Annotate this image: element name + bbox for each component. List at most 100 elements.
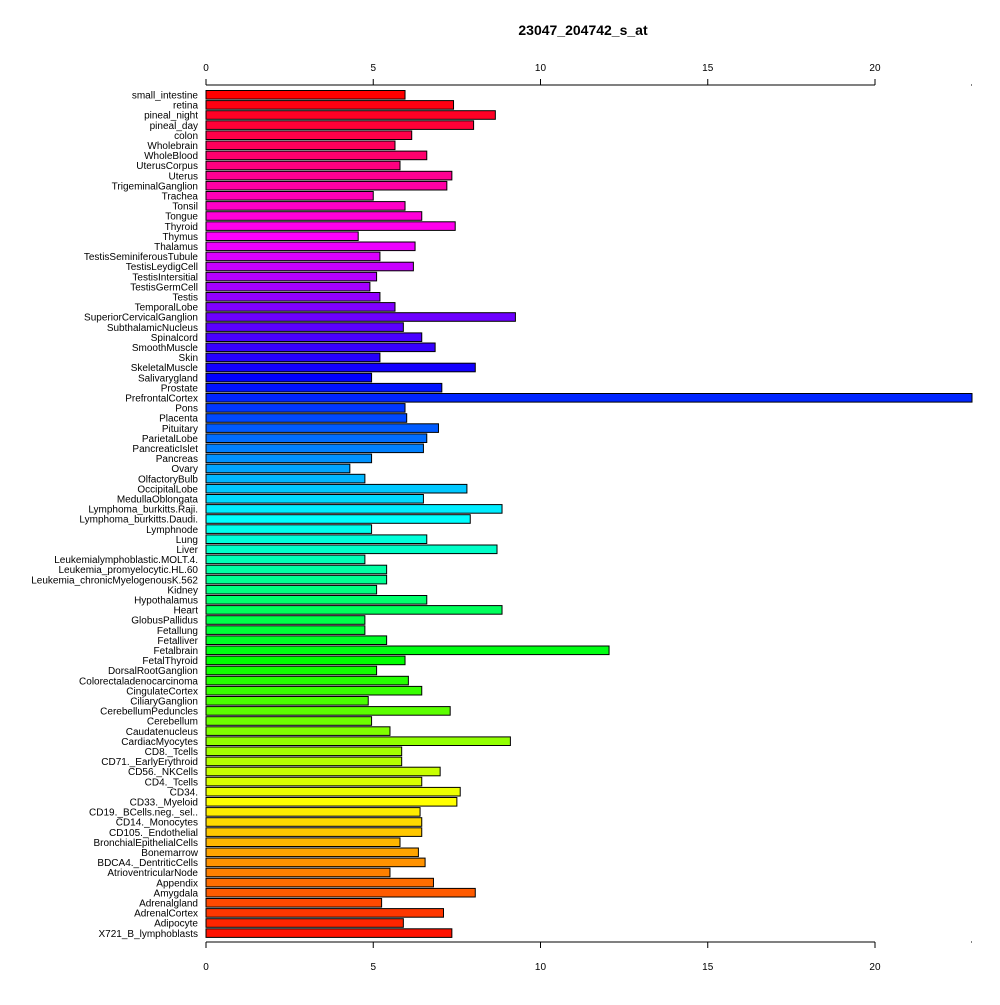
- category-label: AdrenalCortex: [134, 909, 198, 920]
- bottom-tick-label: 5: [370, 962, 376, 973]
- category-label: Lung: [176, 535, 198, 546]
- top-tick-label: 0: [203, 63, 209, 74]
- category-label: Bonemarrow: [141, 848, 198, 859]
- category-label: TestisGermCell: [130, 282, 198, 293]
- bar: [205, 403, 406, 413]
- category-label: Thymus: [162, 232, 198, 243]
- bar: [205, 928, 453, 938]
- category-label: CingulateCortex: [126, 686, 198, 697]
- category-label: CerebellumPeduncles: [100, 707, 198, 718]
- category-label: DorsalRootGanglion: [108, 666, 198, 677]
- bar: [205, 423, 439, 433]
- bar: [205, 382, 443, 393]
- bar: [205, 261, 414, 272]
- bar: [205, 231, 359, 241]
- category-label: CD34.: [170, 787, 198, 798]
- category-label: Fetallung: [157, 626, 198, 637]
- bar: [205, 685, 423, 696]
- bar: [205, 645, 610, 656]
- category-label: Cerebellum: [147, 717, 198, 728]
- category-label: Salivarygland: [138, 373, 198, 384]
- bar: [205, 625, 366, 635]
- category-label: BDCA4._DentriticCells: [97, 858, 198, 869]
- bar: [205, 302, 396, 312]
- bottom-tick-label: 10: [535, 962, 547, 973]
- bar: [205, 918, 404, 928]
- category-label: TestisLeydigCell: [126, 262, 198, 273]
- bar: [205, 413, 408, 423]
- category-label: Tonsil: [172, 202, 198, 213]
- bar: [205, 110, 496, 120]
- category-label: OlfactoryBulb: [138, 474, 198, 485]
- category-label: Tongue: [165, 212, 198, 223]
- category-label: CD71._EarlyErythroid: [101, 757, 198, 768]
- category-label: Colorectaladenocarcinoma: [79, 676, 198, 687]
- category-label: Appendix: [156, 878, 198, 889]
- bar: [205, 433, 428, 443]
- category-label: Skin: [179, 353, 198, 364]
- bar: [205, 746, 403, 757]
- bottom-tick-label: 20: [869, 962, 881, 973]
- bar: [205, 312, 516, 322]
- category-label: SkeletalMuscle: [131, 363, 199, 374]
- bar: [205, 504, 503, 514]
- category-label: UterusCorpus: [136, 161, 198, 172]
- bar: [205, 160, 401, 171]
- bar: [205, 544, 498, 555]
- bar: [205, 817, 423, 827]
- category-label: small_intestine: [132, 91, 199, 102]
- bar: [205, 675, 409, 686]
- top-tick-label: 5: [370, 63, 376, 74]
- bar: [205, 514, 471, 524]
- axes-layer: 0 5 10 15 20 0 5 10 15 20: [203, 63, 972, 973]
- category-label: Lymphnode: [146, 525, 198, 536]
- bar: [205, 150, 428, 161]
- bar: [205, 180, 448, 191]
- category-label: BronchialEpithelialCells: [94, 838, 199, 849]
- bar: [205, 605, 503, 615]
- bar: [205, 877, 434, 888]
- category-label: Pituitary: [162, 424, 198, 435]
- category-label: FetalThyroid: [142, 656, 198, 667]
- bar: [205, 251, 381, 262]
- bars-layer: [205, 90, 973, 938]
- category-label: Heart: [174, 606, 199, 617]
- bar: [205, 595, 428, 605]
- category-label: Hypothalamus: [134, 596, 198, 607]
- category-label: retina: [173, 101, 198, 112]
- bar: [205, 706, 451, 716]
- bar: [205, 847, 419, 858]
- category-label: Wholebrain: [147, 141, 198, 152]
- bar: [205, 807, 421, 817]
- top-tick-label: 10: [535, 63, 547, 74]
- bar: [205, 100, 455, 110]
- bar: [205, 857, 426, 868]
- category-label: PrefrontalCortex: [125, 394, 198, 405]
- category-label: Liver: [176, 545, 198, 556]
- category-label: pineal_night: [144, 111, 198, 122]
- top-tick-label: 15: [702, 63, 714, 74]
- bar: [205, 635, 388, 646]
- category-label: Fetalliver: [157, 636, 198, 647]
- category-label: Fetalbrain: [154, 646, 198, 657]
- bar: [205, 786, 461, 797]
- category-label: Adipocyte: [154, 919, 198, 930]
- category-label: WholeBlood: [144, 151, 198, 162]
- category-label: colon: [174, 131, 198, 142]
- category-label: Lymphoma_burkitts.Raji.: [88, 505, 198, 516]
- bar: [205, 221, 456, 231]
- category-label: SubthalamicNucleus: [107, 323, 198, 334]
- category-label: Prostate: [161, 383, 199, 394]
- category-label: SuperiorCervicalGanglion: [84, 313, 198, 324]
- category-label: Spinalcord: [151, 333, 198, 344]
- bar: [205, 887, 476, 898]
- bar: [205, 292, 381, 302]
- category-label: CiliaryGanglion: [130, 697, 198, 708]
- bar: [205, 352, 381, 363]
- bar: [205, 130, 413, 140]
- bar: [205, 726, 391, 736]
- bar: [205, 362, 476, 373]
- category-label: SmoothMuscle: [132, 343, 199, 354]
- bar: [205, 342, 436, 353]
- bar: [205, 908, 444, 918]
